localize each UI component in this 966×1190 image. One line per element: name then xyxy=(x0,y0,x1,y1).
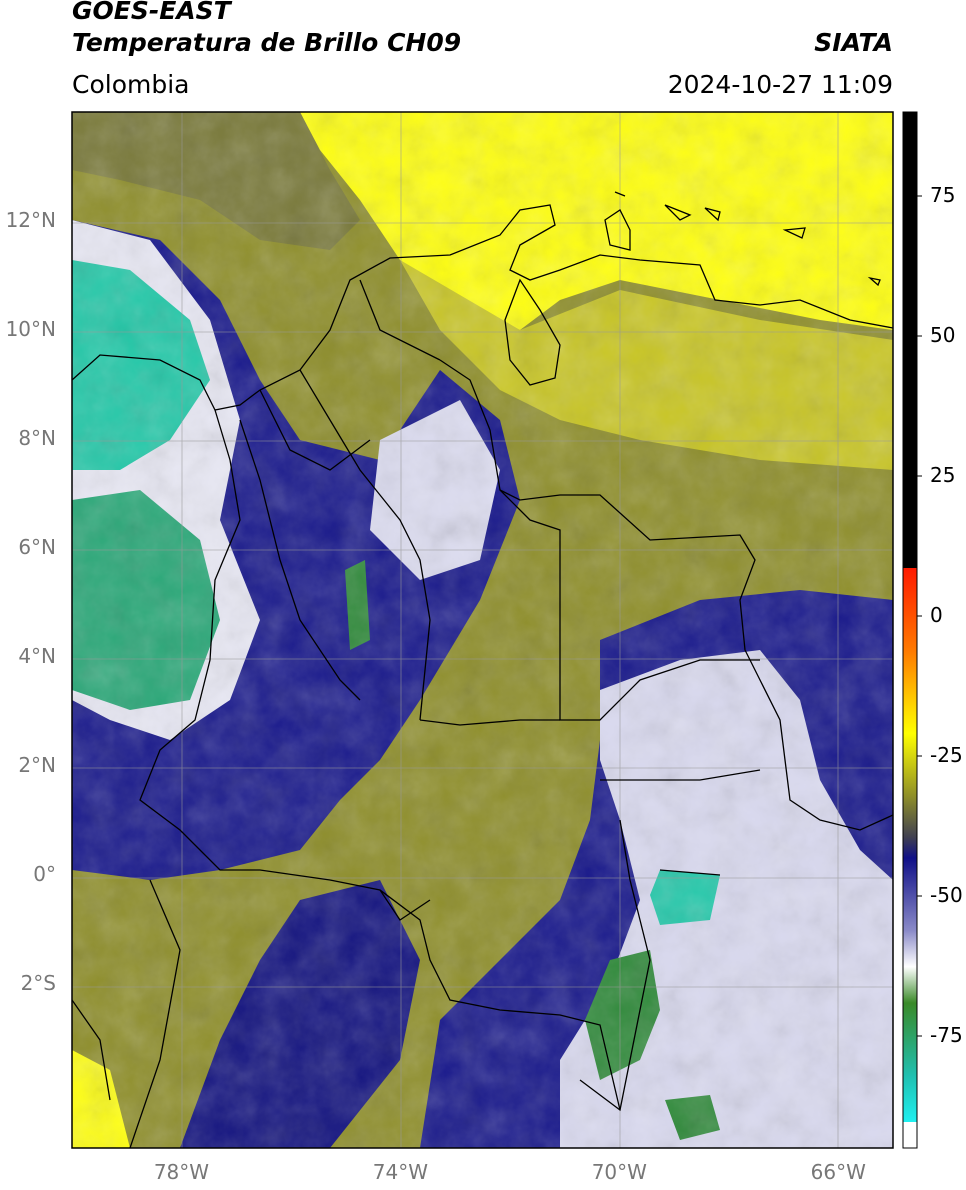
map-frame xyxy=(71,111,894,1149)
political-borders xyxy=(72,191,893,1148)
lat-tick-label: 2°N xyxy=(18,753,56,778)
lat-tick-label: 6°N xyxy=(18,535,56,560)
colorbar-ticks xyxy=(917,195,922,1037)
lon-tick-label: 78°W xyxy=(153,1160,210,1184)
region-label: Colombia xyxy=(72,70,190,99)
colorbar xyxy=(902,111,918,1149)
timestamp-label: 2024-10-27 11:09 xyxy=(667,70,893,99)
product-title: Temperatura de Brillo CH09 xyxy=(72,28,462,57)
lat-tick-label: 8°N xyxy=(18,426,56,451)
satellite-title: GOES-EAST xyxy=(72,0,231,25)
colorbar-tick-label: -75 xyxy=(930,1023,963,1047)
lat-tick-label: 10°N xyxy=(5,317,56,342)
lat-tick-label: 12°N xyxy=(5,208,56,233)
brand-label: SIATA xyxy=(814,28,893,57)
graticule xyxy=(72,112,893,1148)
satellite-imagery xyxy=(72,112,893,1148)
colorbar-tick-label: -25 xyxy=(930,743,963,767)
lon-tick-label: 66°W xyxy=(810,1160,866,1184)
colorbar-tick-label: 0 xyxy=(930,603,943,627)
lon-tick-label: 70°W xyxy=(591,1160,647,1184)
colorbar-tick-label: -50 xyxy=(930,883,963,907)
lat-tick-label: 0° xyxy=(33,862,56,887)
lat-tick-label: 2°S xyxy=(20,971,56,996)
lat-tick-label: 4°N xyxy=(18,644,56,669)
colorbar-tick-label: 25 xyxy=(930,463,956,487)
colorbar-tick-label: 75 xyxy=(930,183,956,207)
colorbar-tick-label: 50 xyxy=(930,323,956,347)
lon-tick-label: 74°W xyxy=(372,1160,429,1184)
